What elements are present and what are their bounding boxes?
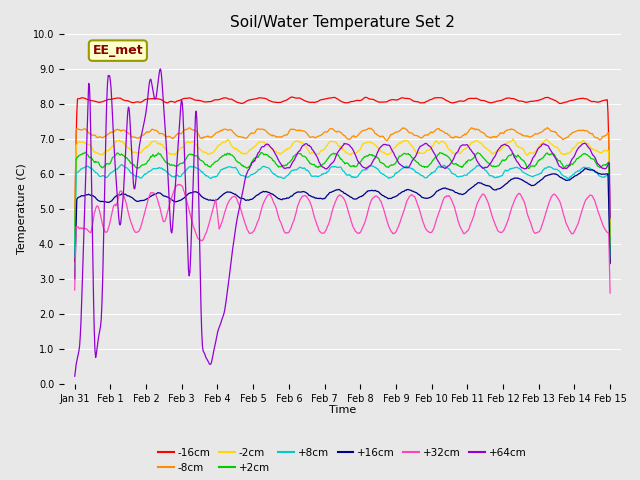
- +32cm: [398, 213, 406, 219]
- +16cm: [428, 194, 435, 200]
- +16cm: [582, 166, 589, 171]
- +64cm: [280, 165, 287, 171]
- -8cm: [279, 133, 287, 139]
- +2cm: [280, 163, 287, 168]
- +32cm: [233, 196, 241, 202]
- +8cm: [280, 176, 287, 181]
- +16cm: [259, 189, 266, 195]
- -2cm: [428, 144, 435, 150]
- -2cm: [509, 136, 517, 142]
- +8cm: [606, 256, 614, 262]
- -8cm: [232, 132, 240, 138]
- Line: +32cm: +32cm: [75, 184, 610, 293]
- Line: -16cm: -16cm: [75, 97, 610, 262]
- Y-axis label: Temperature (C): Temperature (C): [17, 163, 28, 254]
- +8cm: [118, 162, 125, 168]
- +32cm: [71, 287, 79, 293]
- Line: +8cm: +8cm: [75, 165, 610, 259]
- +2cm: [82, 149, 90, 155]
- -2cm: [279, 150, 287, 156]
- +2cm: [398, 152, 406, 157]
- +16cm: [134, 199, 141, 204]
- -16cm: [232, 99, 240, 105]
- -2cm: [259, 139, 266, 145]
- -16cm: [398, 95, 406, 101]
- +2cm: [259, 151, 267, 156]
- +8cm: [233, 166, 241, 172]
- +32cm: [134, 229, 141, 235]
- +32cm: [428, 228, 436, 234]
- X-axis label: Time: Time: [329, 405, 356, 415]
- Line: -2cm: -2cm: [75, 139, 610, 244]
- +8cm: [259, 164, 267, 169]
- +16cm: [71, 276, 79, 282]
- -8cm: [428, 129, 435, 135]
- +16cm: [232, 192, 240, 198]
- +8cm: [71, 254, 79, 260]
- +64cm: [398, 163, 406, 168]
- +2cm: [428, 158, 436, 164]
- Legend: -16cm, -8cm, -2cm, +2cm, +8cm, +16cm, +32cm, +64cm: -16cm, -8cm, -2cm, +2cm, +8cm, +16cm, +3…: [154, 444, 531, 477]
- -16cm: [71, 259, 79, 264]
- -8cm: [543, 125, 551, 131]
- -16cm: [134, 99, 141, 105]
- +16cm: [279, 196, 287, 202]
- +64cm: [233, 218, 241, 224]
- +2cm: [233, 158, 241, 164]
- +16cm: [397, 190, 405, 195]
- +8cm: [134, 174, 142, 180]
- +8cm: [398, 166, 406, 172]
- +16cm: [606, 261, 614, 266]
- -2cm: [71, 239, 79, 245]
- -2cm: [134, 150, 141, 156]
- -8cm: [134, 135, 141, 141]
- -2cm: [232, 145, 240, 151]
- Line: +2cm: +2cm: [75, 152, 610, 251]
- +64cm: [71, 373, 79, 379]
- Line: +64cm: +64cm: [75, 69, 610, 376]
- +64cm: [428, 147, 436, 153]
- -16cm: [279, 98, 287, 104]
- +32cm: [280, 227, 287, 233]
- +64cm: [606, 215, 614, 221]
- -16cm: [606, 259, 614, 265]
- Title: Soil/Water Temperature Set 2: Soil/Water Temperature Set 2: [230, 15, 455, 30]
- -2cm: [606, 241, 614, 247]
- Text: EE_met: EE_met: [93, 44, 143, 57]
- +64cm: [259, 144, 267, 150]
- +2cm: [71, 247, 79, 252]
- +64cm: [157, 66, 164, 72]
- +32cm: [259, 201, 267, 207]
- -16cm: [428, 96, 436, 102]
- +64cm: [134, 160, 141, 166]
- -8cm: [606, 230, 614, 236]
- +8cm: [428, 170, 436, 176]
- -16cm: [259, 96, 266, 101]
- -16cm: [288, 94, 296, 100]
- -2cm: [397, 139, 405, 145]
- -8cm: [259, 126, 266, 132]
- +2cm: [134, 165, 142, 170]
- Line: -8cm: -8cm: [75, 128, 610, 233]
- -8cm: [397, 126, 405, 132]
- -8cm: [71, 229, 79, 235]
- +2cm: [606, 248, 614, 254]
- Line: +16cm: +16cm: [75, 168, 610, 279]
- +32cm: [174, 181, 182, 187]
- +32cm: [606, 290, 614, 296]
